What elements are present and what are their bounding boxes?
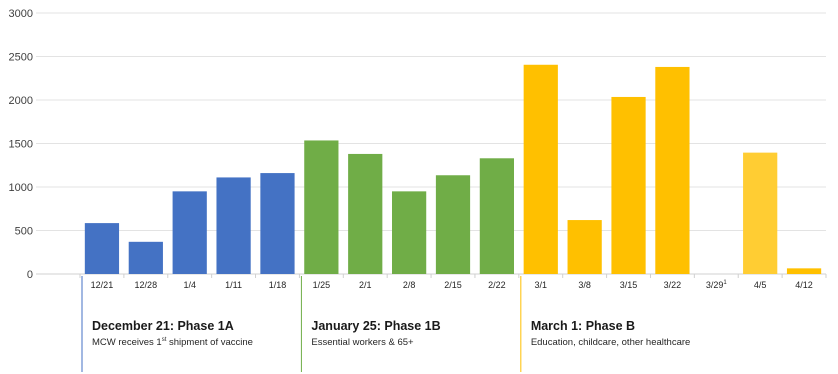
bar-1-11 [216,177,251,274]
bar-2-15 [435,175,471,274]
phase-subtitle: Essential workers & 65+ [311,337,414,348]
y-tick-label: 1500 [9,139,33,151]
x-tick-label: 1/25 [313,280,331,290]
bar-4-5 [743,152,778,274]
bar-12-28 [128,241,163,274]
bar-2-1 [348,153,383,274]
x-tick-label: 3/291 [706,280,728,290]
x-tick-label: 1/11 [225,280,242,290]
bar-12-21 [84,223,120,274]
bar-2-22 [479,158,514,274]
phase-annotations: December 21: Phase 1A MCW receives 1st sh… [81,276,691,372]
bar-4-12 [786,268,822,274]
y-tick-label: 500 [15,226,33,238]
x-tick-label: 3/15 [620,280,638,290]
x-tick-label: 3/1 [535,280,548,290]
bar-1-18 [260,173,295,274]
x-tick-label: 2/22 [488,280,506,290]
bar-3-1 [523,64,558,274]
y-tick-label: 0 [27,269,33,281]
y-tick-label: 1000 [9,182,33,194]
x-tick-label: 12/28 [135,280,158,290]
phase-title: December 21: Phase 1A [92,319,234,333]
phase-title: March 1: Phase B [531,319,635,333]
bar-1-25 [304,140,339,274]
bars [84,64,822,274]
x-tick-label: 4/5 [754,280,767,290]
y-tick-label: 2500 [9,52,33,64]
x-tick-label: 3/8 [578,280,591,290]
bar-3-15 [611,96,646,274]
gridlines [36,12,826,275]
bar-1-4 [172,191,207,274]
x-tick-label: 3/22 [664,280,682,290]
bar-2-8 [392,191,427,274]
y-tick-label: 2000 [9,95,33,107]
phase-title: January 25: Phase 1B [311,319,440,333]
phase-subtitle: Education, childcare, other healthcare [531,337,691,348]
x-tick-label: 2/1 [359,280,372,290]
x-tick-label: 2/8 [403,280,416,290]
phase-subtitle: MCW receives 1st shipment of vaccine [92,337,253,348]
x-tick-label: 1/18 [269,280,287,290]
x-tick-label: 12/21 [91,280,114,290]
y-tick-label: 3000 [9,8,33,20]
y-axis: 0 500 1000 1500 2000 2500 3000 [9,8,33,281]
x-tick-label: 1/4 [183,280,196,290]
bar-3-22 [655,66,690,274]
x-tick-label: 2/15 [444,280,462,290]
x-tick-label: 4/12 [795,280,813,290]
x-axis: 12/21 12/28 1/4 1/11 1/18 1/25 2/1 2/8 2/15 2/22 3… [79,274,827,290]
bar-3-8 [567,220,602,274]
